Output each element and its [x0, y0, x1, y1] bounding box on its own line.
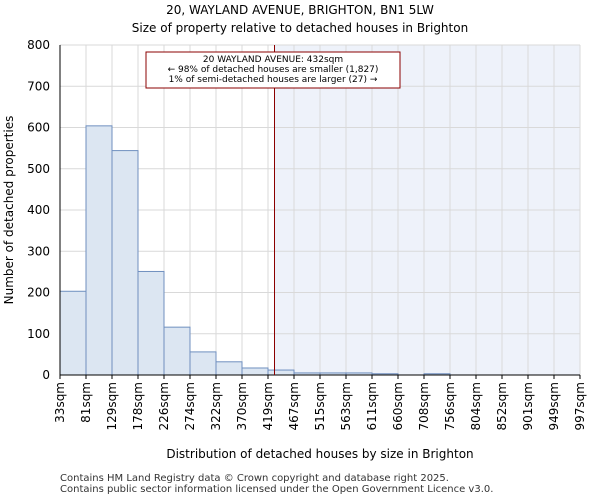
- y-tick-label: 300: [27, 244, 50, 258]
- histogram-bar: [163, 326, 191, 376]
- x-tick-label: 804sqm: [469, 382, 483, 430]
- x-tick-label: 852sqm: [495, 382, 509, 430]
- annotation-box: [145, 51, 401, 89]
- histogram-bar: [241, 367, 269, 376]
- y-tick-label: 500: [27, 162, 50, 176]
- x-tick-label: 467sqm: [287, 382, 301, 430]
- x-tick-label: 563sqm: [339, 382, 353, 430]
- x-tick-label: 611sqm: [365, 382, 379, 430]
- y-tick-label: 200: [27, 286, 50, 300]
- y-tick-label: 400: [27, 203, 50, 217]
- y-tick-label: 600: [27, 121, 50, 135]
- histogram-bar: [267, 369, 295, 376]
- x-tick-label: 949sqm: [547, 382, 561, 430]
- y-tick-label: 0: [42, 368, 50, 382]
- x-tick-label: 33sqm: [53, 382, 67, 423]
- x-axis-label: Distribution of detached houses by size …: [166, 447, 473, 461]
- x-tick-label: 178sqm: [131, 382, 145, 430]
- annotation-line: 20 WAYLAND AVENUE: 432sqm: [203, 55, 343, 65]
- x-tick-label: 708sqm: [417, 382, 431, 430]
- x-tick-label: 997sqm: [573, 382, 587, 430]
- x-tick-label: 129sqm: [105, 382, 119, 430]
- x-tick-label: 756sqm: [443, 382, 457, 430]
- x-tick-label: 419sqm: [261, 382, 275, 430]
- histogram-bar: [85, 125, 113, 376]
- x-tick-label: 322sqm: [209, 382, 223, 430]
- y-tick-label: 800: [27, 38, 50, 52]
- histogram-bar: [137, 270, 165, 376]
- footer-copyright: Contains HM Land Registry data © Crown c…: [60, 473, 449, 484]
- chart-title: 20, WAYLAND AVENUE, BRIGHTON, BN1 5LW: [166, 3, 434, 17]
- x-tick-label: 274sqm: [183, 382, 197, 430]
- footer-licence: Contains public sector information licen…: [60, 484, 494, 495]
- x-tick-label: 81sqm: [79, 382, 93, 423]
- x-tick-label: 660sqm: [391, 382, 405, 430]
- histogram-bar: [215, 361, 243, 376]
- y-tick-label: 700: [27, 79, 50, 93]
- histogram-bar: [111, 150, 139, 376]
- x-tick-label: 226sqm: [157, 382, 171, 430]
- histogram-bar: [189, 351, 217, 376]
- annotation-line: 1% of semi-detached houses are larger (2…: [169, 75, 378, 85]
- x-tick-label: 901sqm: [521, 382, 535, 430]
- plot-area: 0 100 200 300 400 500 600 700 800 33sqm 81sqm 129sq…: [27, 38, 587, 430]
- x-tick-label: 515sqm: [313, 382, 327, 430]
- y-axis-label: Number of detached properties: [2, 116, 16, 305]
- chart-subtitle: Size of property relative to detached ho…: [132, 21, 468, 35]
- x-tick-label: 370sqm: [235, 382, 249, 430]
- histogram-bar: [59, 290, 87, 376]
- annotation-line: ← 98% of detached houses are smaller (1,…: [168, 65, 379, 75]
- y-tick-label: 100: [27, 327, 50, 341]
